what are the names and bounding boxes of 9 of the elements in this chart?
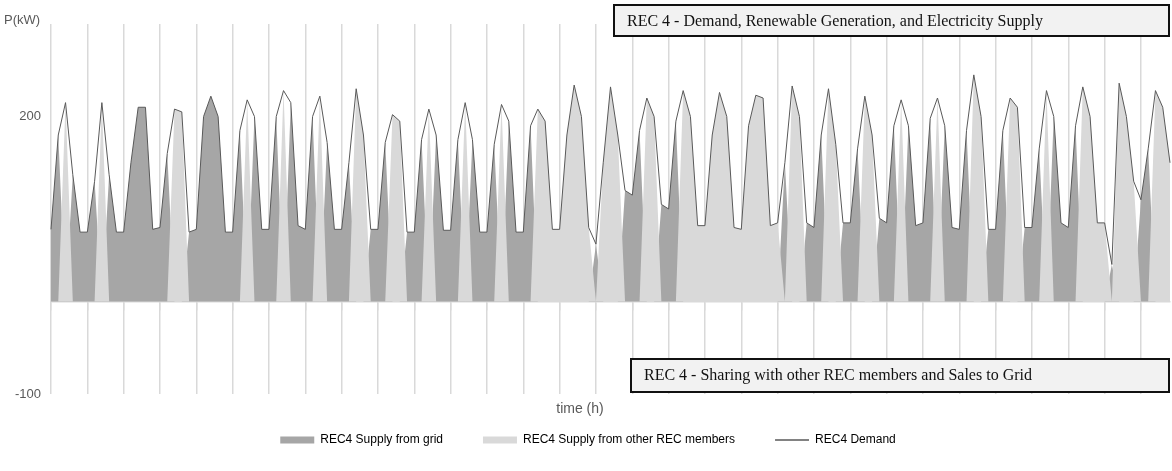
legend-label: REC4 Supply from other REC members bbox=[522, 432, 736, 447]
note-box: REC 4 - Demand, Renewable Generation, and Electricity Supply bbox=[613, 4, 1170, 37]
y-axis-title: P(kW) bbox=[4, 12, 41, 27]
note-box: REC 4 - Sharing with other REC members and Sales to Grid bbox=[630, 358, 1170, 393]
x-axis-title: time (h) bbox=[556, 400, 604, 416]
legend-label: REC4 Supply from grid bbox=[320, 432, 443, 447]
y-tick-label: 200 bbox=[19, 108, 41, 124]
legend-label: REC4 Demand bbox=[815, 432, 896, 447]
y-tick-label: -100 bbox=[14, 385, 41, 401]
